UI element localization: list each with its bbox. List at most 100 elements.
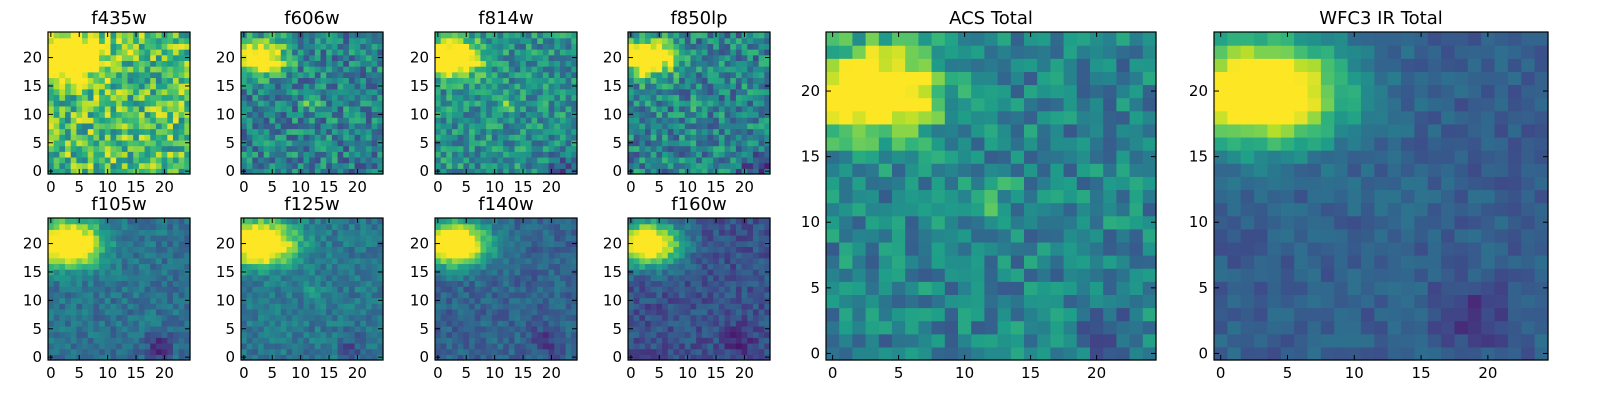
heatmap-cell: [554, 168, 561, 175]
heatmap-cell: [377, 286, 384, 293]
heatmap-cell: [59, 105, 66, 113]
heatmap-cell: [269, 348, 276, 355]
heatmap-cell: [99, 240, 106, 247]
heatmap-cell: [696, 83, 703, 90]
heatmap-cell: [559, 162, 567, 169]
heatmap-cell: [463, 60, 470, 67]
heatmap-cell: [354, 263, 361, 270]
heatmap-cell: [297, 94, 305, 101]
heatmap-cell: [673, 66, 680, 73]
heatmap-cell: [48, 235, 55, 242]
heatmap-cell: [246, 320, 253, 327]
heatmap-cell: [752, 32, 760, 39]
heatmap-cell: [104, 117, 112, 124]
heatmap-cell: [263, 88, 270, 96]
heatmap-cell: [320, 252, 327, 259]
heatmap-cell: [110, 66, 117, 73]
heatmap-cell: [348, 100, 356, 107]
heatmap-cell: [645, 32, 652, 39]
heatmap-cell: [679, 162, 686, 169]
heatmap-cell: [331, 229, 339, 236]
heatmap-cell: [241, 252, 248, 259]
x-tick-label: 0: [46, 364, 56, 382]
heatmap-cell: [457, 269, 464, 276]
heatmap-cell: [275, 43, 282, 50]
heatmap-cell: [463, 134, 470, 141]
heatmap-cell: [508, 122, 516, 130]
heatmap-cell: [286, 145, 293, 152]
heatmap-cell: [155, 77, 163, 84]
heatmap-cell: [155, 348, 163, 355]
heatmap-cell: [252, 122, 259, 130]
heatmap-cell: [161, 105, 168, 113]
heatmap-cell: [110, 320, 117, 327]
heatmap-cell: [286, 88, 293, 96]
heatmap-cell: [497, 354, 504, 361]
heatmap-cell: [303, 320, 310, 327]
heatmap-cell: [144, 105, 151, 113]
heatmap-cell: [452, 49, 459, 56]
heatmap-cell: [155, 291, 163, 299]
heatmap-cell: [144, 325, 151, 333]
heatmap-cell: [696, 111, 703, 118]
heatmap-cell: [684, 325, 692, 333]
heatmap-cell: [184, 263, 191, 270]
heatmap-cell: [707, 32, 714, 39]
heatmap-cell: [491, 303, 499, 310]
heatmap-cell: [275, 280, 282, 287]
heatmap-cell: [348, 117, 356, 124]
heatmap-cell: [365, 145, 373, 152]
heatmap-cell: [377, 88, 384, 96]
heatmap-cell: [184, 49, 191, 56]
heatmap-cell: [503, 325, 510, 333]
heatmap-cell: [735, 348, 743, 355]
heatmap-cell: [377, 128, 384, 135]
heatmap-cell: [457, 286, 464, 293]
heatmap-cell: [70, 235, 77, 242]
heatmap-cell: [269, 37, 276, 44]
y-tick-label: 10: [603, 105, 622, 123]
heatmap-cell: [59, 218, 66, 225]
heatmap-cell: [314, 60, 322, 67]
heatmap-cell: [184, 117, 191, 124]
heatmap-cell: [452, 348, 459, 355]
heatmap-cell: [752, 66, 760, 73]
heatmap-cell: [474, 246, 482, 253]
heatmap-cell: [82, 32, 89, 39]
heatmap-cell: [320, 111, 327, 118]
heatmap-cell: [110, 342, 117, 350]
heatmap-cell: [252, 105, 259, 113]
heatmap-cell: [144, 43, 151, 50]
heatmap-cell: [99, 60, 106, 67]
heatmap-cell: [531, 342, 538, 350]
heatmap-cell: [628, 291, 635, 299]
heatmap-cell: [331, 308, 339, 316]
heatmap-cell: [292, 252, 299, 259]
heatmap-cell: [542, 94, 550, 101]
heatmap-cell: [531, 122, 538, 130]
heatmap-cell: [559, 342, 567, 350]
heatmap-cell: [144, 320, 151, 327]
heatmap-cell: [764, 94, 771, 101]
heatmap-cell: [730, 151, 737, 158]
heatmap-cell: [662, 94, 669, 101]
y-tick-label: 10: [23, 291, 42, 309]
heatmap-cell: [155, 314, 163, 321]
heatmap-cell: [650, 128, 657, 135]
heatmap-cell: [377, 37, 384, 44]
heatmap-cell: [565, 325, 572, 333]
heatmap-cell: [167, 218, 174, 225]
heatmap-cell: [127, 348, 134, 355]
heatmap-cell: [144, 139, 151, 147]
heatmap-cell: [246, 54, 253, 61]
heatmap-cell: [127, 117, 134, 124]
heatmap-cell: [741, 111, 748, 118]
heatmap-cell: [252, 337, 259, 344]
heatmap-cell: [531, 32, 538, 39]
heatmap-cell: [172, 269, 180, 276]
heatmap-cell: [463, 263, 470, 270]
heatmap-cell: [377, 303, 384, 310]
heatmap-cell: [440, 94, 447, 101]
heatmap-cell: [747, 303, 754, 310]
